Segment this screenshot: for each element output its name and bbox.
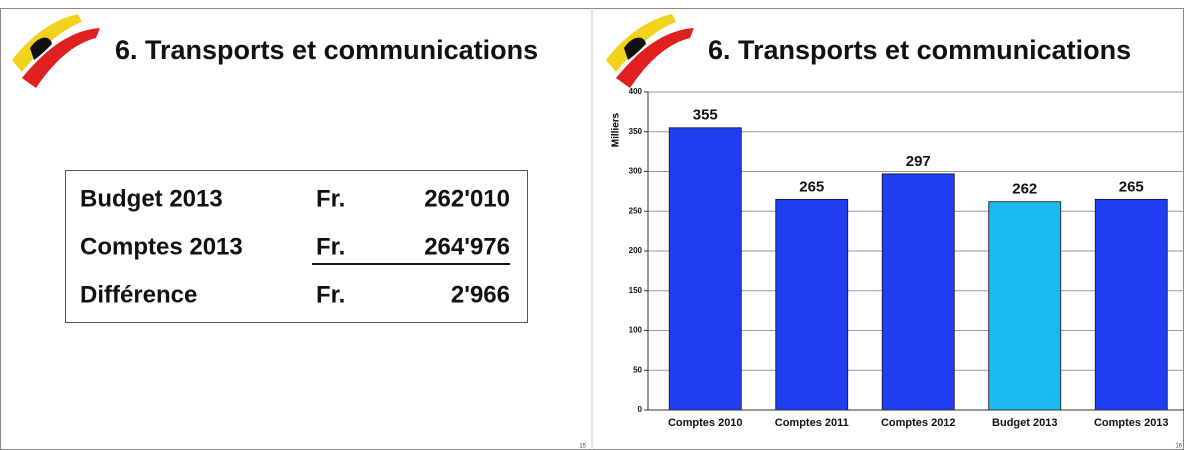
bar xyxy=(775,198,849,411)
y-tick-label: 100 xyxy=(629,326,643,335)
y-tick-label: 0 xyxy=(638,405,643,414)
cell: 264'976 xyxy=(424,233,510,260)
y-tick-label: 400 xyxy=(629,87,643,96)
cell: 262'010 xyxy=(424,185,510,212)
value-label: 355 xyxy=(693,107,718,124)
value-label: 265 xyxy=(1119,178,1144,195)
x-tick-label: Comptes 2012 xyxy=(881,417,956,429)
logo xyxy=(12,14,100,88)
bar xyxy=(988,201,1062,411)
page-number: 16 xyxy=(1175,444,1182,450)
y-tick-label: 300 xyxy=(629,167,643,176)
y-tick-label: 200 xyxy=(629,246,643,255)
y-tick-label: 250 xyxy=(629,206,643,215)
bar xyxy=(881,173,955,411)
value-label: 297 xyxy=(906,153,931,170)
slide-title: 6. Transports et communications xyxy=(708,35,1131,65)
table-box xyxy=(65,170,528,323)
logo xyxy=(606,14,694,88)
cell: Différence xyxy=(80,281,197,308)
y-tick-label: 350 xyxy=(629,127,643,136)
x-tick-label: Comptes 2010 xyxy=(668,417,743,429)
value-label: 262 xyxy=(1012,181,1037,198)
y-axis-label: Milliers xyxy=(611,112,622,147)
slide-title: 6. Transports et communications xyxy=(115,35,538,65)
x-tick-label: Budget 2013 xyxy=(992,417,1057,429)
cell: Budget 2013 xyxy=(80,185,223,212)
cell: Comptes 2013 xyxy=(80,233,243,260)
cell: Fr. xyxy=(316,233,345,260)
x-tick-label: Comptes 2013 xyxy=(1094,417,1169,429)
cell: Fr. xyxy=(316,281,345,308)
cell: 2'966 xyxy=(451,281,510,308)
y-tick-label: 150 xyxy=(629,286,643,295)
bar xyxy=(1094,198,1168,411)
bar xyxy=(668,127,742,411)
x-tick-label: Comptes 2011 xyxy=(775,417,849,429)
y-tick-label: 50 xyxy=(633,365,642,374)
page-number: 15 xyxy=(579,444,586,450)
value-label: 265 xyxy=(799,178,824,195)
cell: Fr. xyxy=(316,185,345,212)
